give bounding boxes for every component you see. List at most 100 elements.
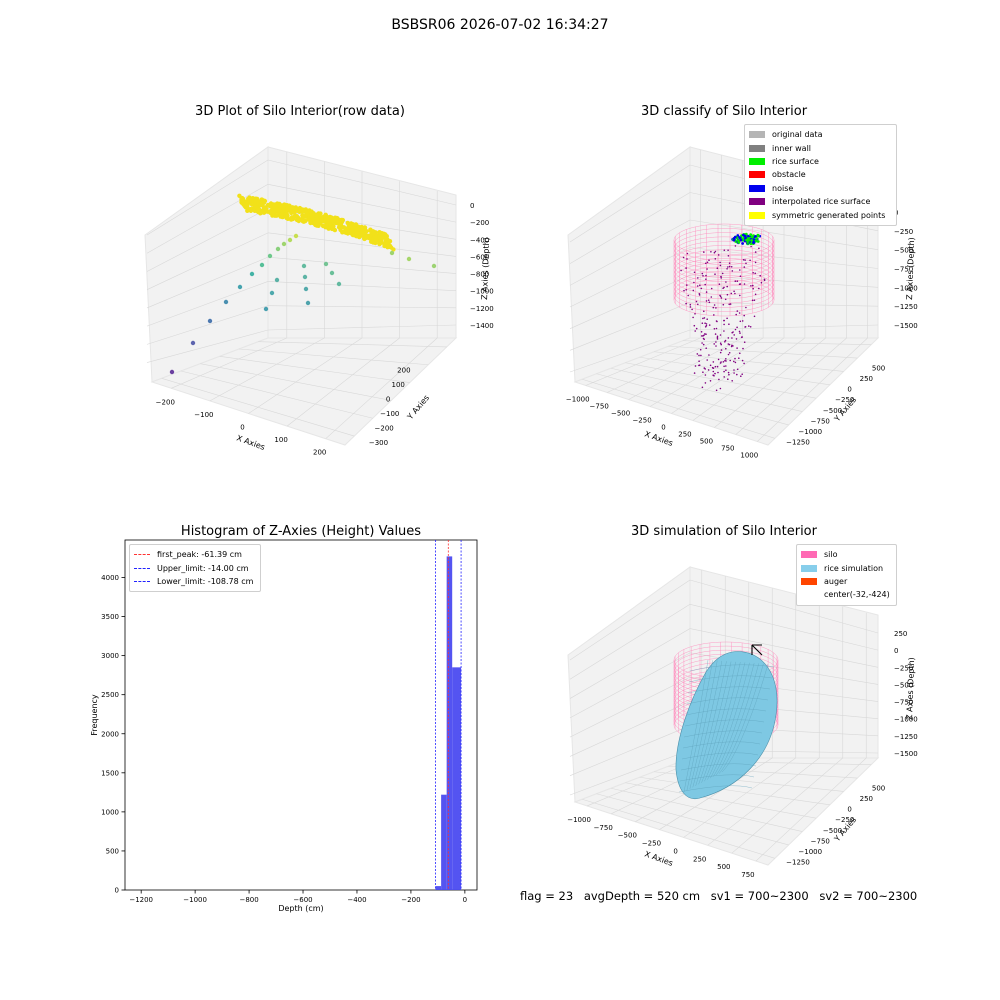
simulation-ytick: −750: [811, 837, 830, 845]
classify-interpolated-point: [697, 277, 699, 279]
classify-interpolated-point: [754, 261, 757, 264]
raw-ztick: −800: [470, 271, 489, 279]
raw-point: [345, 220, 350, 226]
classify-interpolated-point: [728, 262, 731, 265]
histogram-ytick-label: 1500: [101, 769, 119, 777]
histogram-ytick-label: 500: [106, 847, 119, 855]
classify-ztick: −1250: [894, 303, 918, 311]
legend-label: Upper_limit: -14.00 cm: [157, 563, 249, 573]
raw-point: [256, 199, 261, 204]
rice-mesh-line: [686, 660, 713, 791]
histogram-xtick-label: −1200: [129, 896, 153, 904]
histogram-xtick-label: −800: [239, 896, 258, 904]
classify-interpolated-point: [695, 327, 698, 330]
classify-interpolated-point: [724, 298, 727, 301]
classify-interpolated-point: [702, 343, 705, 346]
histogram-xtick-label: −400: [347, 896, 366, 904]
raw-xtick: −100: [194, 411, 213, 419]
rice-mesh-line: [684, 719, 765, 727]
classify-surface-point: [741, 242, 744, 245]
classify-interpolated-point: [695, 300, 698, 303]
classify-interpolated-point: [722, 361, 725, 363]
raw-point: [302, 274, 308, 280]
raw-point: [314, 219, 319, 224]
histogram-xlabel: Depth (cm): [278, 904, 323, 913]
raw-point: [259, 210, 264, 215]
classify-interpolated-point: [727, 371, 730, 374]
raw-point: [389, 250, 395, 256]
classify-interpolated-point: [738, 330, 741, 333]
raw-point: [293, 233, 299, 239]
raw-ztick: −1000: [470, 288, 494, 296]
classify-interpolated-point: [734, 328, 737, 331]
legend-label: auger: [824, 576, 848, 586]
classify-interpolated-point: [719, 351, 722, 354]
classify-interpolated-point: [741, 373, 743, 376]
classify-ytick: −250: [835, 396, 854, 404]
classify-interpolated-point: [705, 347, 707, 350]
classify-interpolated-point: [716, 338, 719, 340]
classify-interpolated-point: [742, 347, 744, 350]
legend-item: silo: [801, 548, 892, 561]
classify-interpolated-point: [720, 275, 722, 278]
raw-point: [386, 244, 392, 249]
classify-interpolated-point: [738, 312, 741, 314]
sv2-value: sv2 = 700~2300: [819, 889, 918, 903]
simulation-xtick: −250: [642, 840, 661, 848]
raw-point: [340, 229, 346, 235]
classify-interpolated-point: [752, 272, 754, 274]
classify-interpolated-point: [709, 380, 712, 382]
sv1-value: sv1 = 700~2300: [710, 889, 809, 903]
classify-floor-pane: [573, 337, 880, 446]
legend-item: original data: [749, 128, 892, 141]
rice-mesh-line: [685, 708, 767, 716]
raw-point: [287, 237, 293, 243]
classify-interpolated-point: [698, 364, 700, 367]
page-title: BSBSR06 2026-07-02 16:34:27: [391, 17, 609, 33]
raw-point: [237, 284, 243, 290]
rice-mesh-line: [687, 686, 771, 694]
rice-mesh-line: [682, 741, 761, 749]
classify-interpolated-point: [708, 301, 711, 304]
classify-interpolated-point: [692, 289, 695, 292]
classify-interpolated-point: [720, 343, 722, 346]
classify-interpolated-point: [717, 358, 720, 361]
raw-point: [356, 231, 361, 236]
classify-interpolated-point: [713, 375, 715, 377]
classify-interpolated-point: [736, 280, 739, 283]
simulation-auger: [751, 644, 763, 656]
classify-interpolated-point: [724, 359, 726, 362]
classify-interpolated-point: [731, 270, 734, 272]
classify-interpolated-point: [727, 337, 730, 339]
raw-point: [310, 213, 315, 219]
classify-interpolated-point: [727, 255, 730, 257]
raw-plot-title: 3D Plot of Silo Interior(row data): [195, 104, 405, 119]
classify-xtick: −250: [632, 417, 651, 425]
classify-interpolated-point: [734, 292, 736, 295]
classify-interpolated-point: [703, 334, 705, 337]
classify-interpolated-point: [725, 369, 727, 372]
classify-interpolated-point: [739, 352, 741, 355]
classify-interpolated-point: [717, 254, 720, 256]
simulation-xlabel: X Axies: [643, 849, 674, 868]
simulation-ytick: −1000: [798, 848, 822, 856]
legend-swatch: [801, 551, 817, 559]
raw-point: [431, 263, 437, 269]
classify-interpolated-point: [727, 343, 730, 345]
classify-interpolated-point: [699, 348, 702, 351]
raw-point: [223, 299, 229, 305]
classify-interpolated-point: [712, 367, 715, 370]
classify-interpolated-point: [725, 347, 727, 350]
raw-point: [329, 270, 335, 276]
classify-ztick: −250: [894, 228, 913, 236]
raw-point: [308, 209, 313, 215]
classify-interpolated-point: [730, 345, 733, 348]
histogram-legend: first_peak: -61.39 cm Upper_limit: -14.00…: [129, 544, 261, 593]
classify-surface-point: [739, 238, 743, 242]
raw-point: [253, 199, 258, 204]
classify-interpolated-point: [713, 251, 716, 254]
rice-mesh-line: [710, 662, 750, 779]
classify-interpolated-point: [738, 357, 740, 360]
simulation-ytick: −500: [823, 827, 842, 835]
classify-interpolated-point: [691, 308, 693, 311]
